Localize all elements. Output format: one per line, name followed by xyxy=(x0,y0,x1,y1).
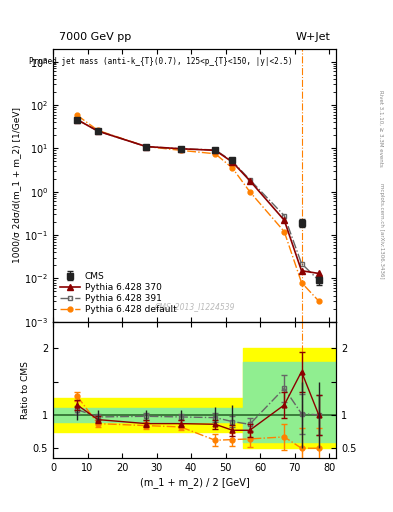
Pythia 6.428 391 xyxy=(144,143,149,150)
Text: Pruned jet mass (anti-k_{T}(0.7), 125<p_{T}<150, |y|<2.5): Pruned jet mass (anti-k_{T}(0.7), 125<p_… xyxy=(29,57,292,66)
Pythia 6.428 391 xyxy=(247,177,252,183)
Pythia 6.428 370 xyxy=(230,159,235,165)
Line: Pythia 6.428 370: Pythia 6.428 370 xyxy=(74,117,321,276)
Pythia 6.428 default xyxy=(299,280,304,286)
Pythia 6.428 391 xyxy=(316,278,321,284)
Pythia 6.428 370 xyxy=(299,268,304,274)
Pythia 6.428 default xyxy=(316,298,321,304)
Pythia 6.428 370 xyxy=(178,146,183,152)
Pythia 6.428 default xyxy=(247,188,252,195)
Text: Rivet 3.1.10, ≥ 3.3M events: Rivet 3.1.10, ≥ 3.3M events xyxy=(379,90,384,166)
Pythia 6.428 391 xyxy=(282,212,286,219)
Pythia 6.428 370 xyxy=(75,117,79,123)
Pythia 6.428 391 xyxy=(95,128,100,134)
Pythia 6.428 391 xyxy=(178,146,183,152)
Pythia 6.428 default xyxy=(213,151,218,157)
Pythia 6.428 391 xyxy=(75,117,79,123)
Pythia 6.428 391 xyxy=(213,147,218,153)
Text: W+Jet: W+Jet xyxy=(296,32,331,42)
Pythia 6.428 default xyxy=(178,147,183,154)
Pythia 6.428 default xyxy=(75,112,79,118)
Pythia 6.428 default xyxy=(282,228,286,234)
Pythia 6.428 370 xyxy=(213,147,218,154)
Pythia 6.428 370 xyxy=(316,270,321,276)
Text: CMS_2013_I1224539: CMS_2013_I1224539 xyxy=(154,302,235,311)
Line: Pythia 6.428 default: Pythia 6.428 default xyxy=(75,113,321,304)
Pythia 6.428 default xyxy=(144,143,149,150)
Pythia 6.428 370 xyxy=(95,128,100,134)
Text: 7000 GeV pp: 7000 GeV pp xyxy=(59,32,131,42)
Pythia 6.428 391 xyxy=(230,158,235,164)
Legend: CMS, Pythia 6.428 370, Pythia 6.428 391, Pythia 6.428 default: CMS, Pythia 6.428 370, Pythia 6.428 391,… xyxy=(57,269,179,317)
Pythia 6.428 370 xyxy=(282,217,286,223)
Text: mcplots.cern.ch [arXiv:1306.3436]: mcplots.cern.ch [arXiv:1306.3436] xyxy=(379,183,384,278)
Pythia 6.428 391 xyxy=(299,261,304,267)
Pythia 6.428 370 xyxy=(247,178,252,184)
Line: Pythia 6.428 391: Pythia 6.428 391 xyxy=(75,117,321,283)
X-axis label: (m_1 + m_2) / 2 [GeV]: (m_1 + m_2) / 2 [GeV] xyxy=(140,477,250,488)
Pythia 6.428 default xyxy=(230,165,235,171)
Pythia 6.428 370 xyxy=(144,143,149,150)
Pythia 6.428 default xyxy=(95,127,100,134)
Y-axis label: 1000/σ 2dσ/d(m_1 + m_2) [1/GeV]: 1000/σ 2dσ/d(m_1 + m_2) [1/GeV] xyxy=(13,107,22,263)
Y-axis label: Ratio to CMS: Ratio to CMS xyxy=(21,361,30,419)
